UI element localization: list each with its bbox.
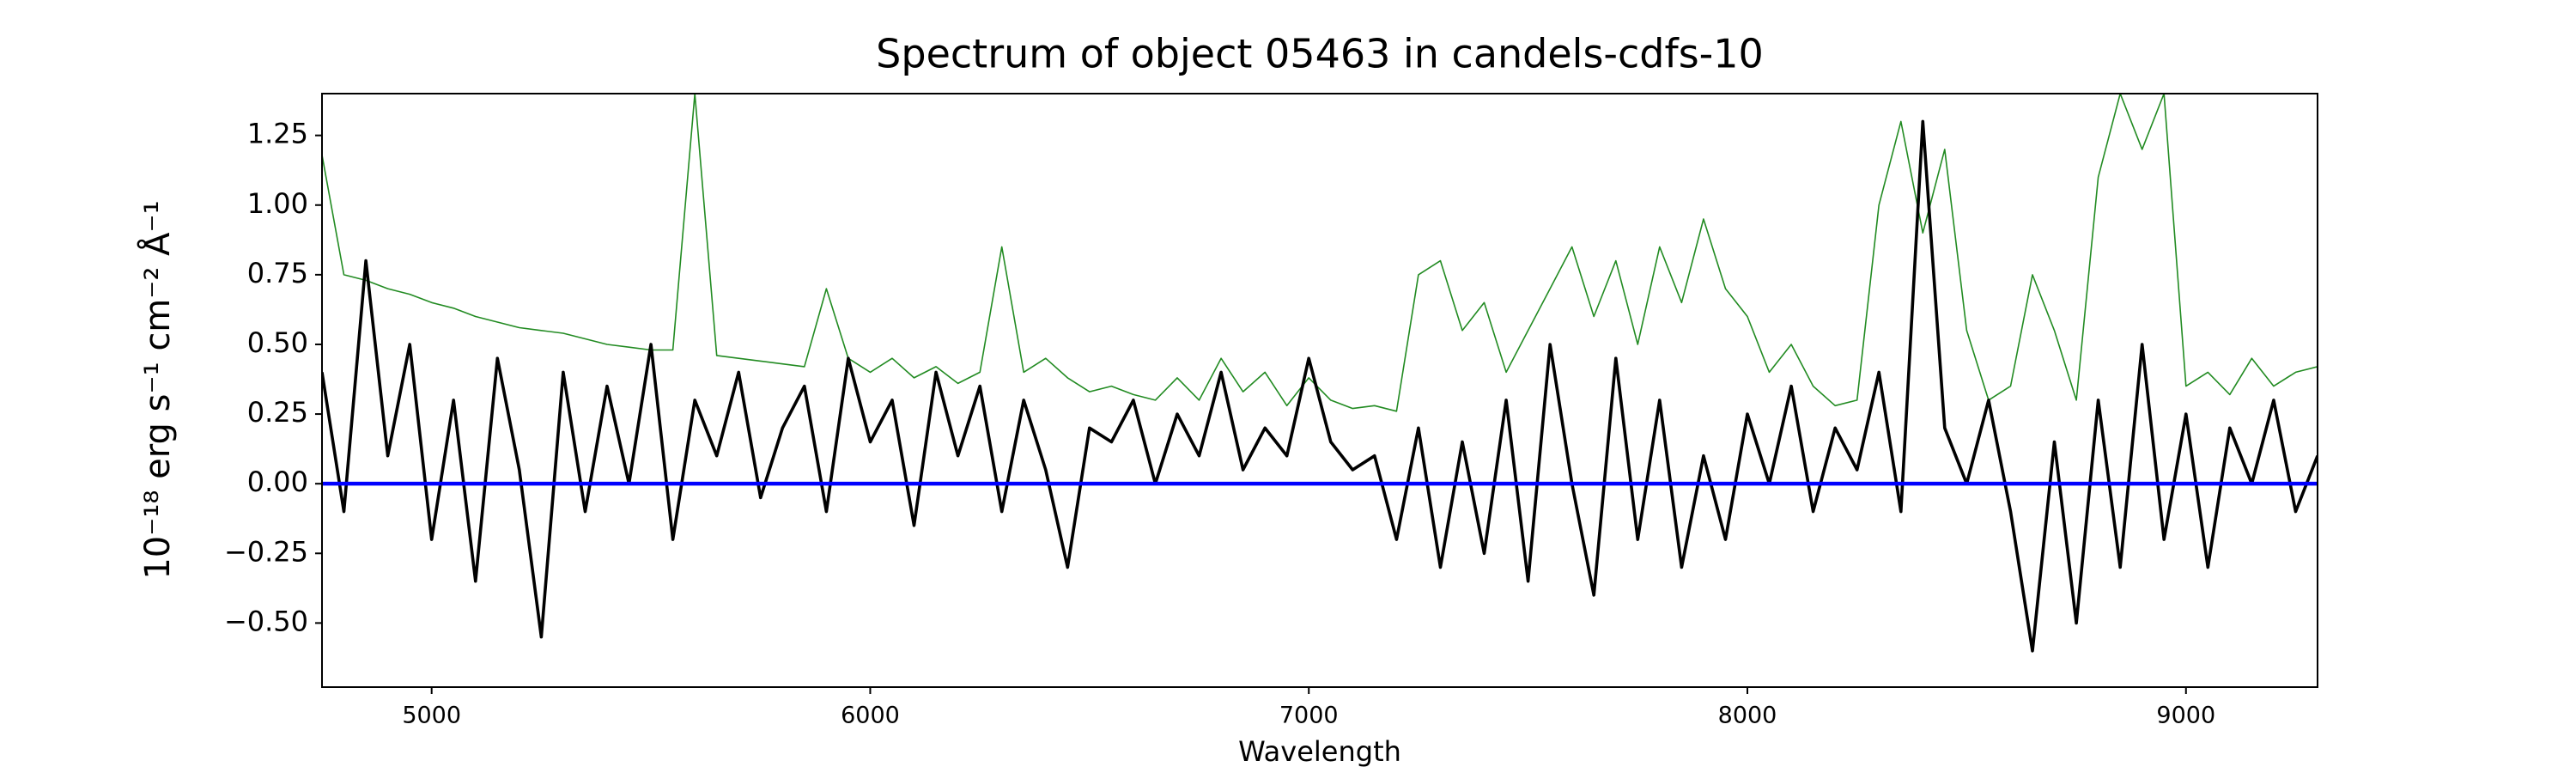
plot-frame <box>321 93 2318 688</box>
y-tick-label: 0.75 <box>247 257 308 289</box>
y-axis-label: 10⁻¹⁸ erg s⁻¹ cm⁻² Å⁻¹ <box>137 200 178 579</box>
x-axis-label: Wavelength <box>1238 735 1401 768</box>
y-tick-label: 0.00 <box>247 466 308 498</box>
x-tick-label: 9000 <box>2156 703 2215 729</box>
y-tick-label: 0.25 <box>247 396 308 429</box>
x-tick-label: 8000 <box>1718 703 1777 729</box>
y-tick-label: 1.25 <box>247 118 308 150</box>
x-tick-label: 6000 <box>841 703 900 729</box>
y-tick-label: −0.50 <box>224 605 308 637</box>
chart-title: Spectrum of object 05463 in candels-cdfs… <box>876 31 1764 77</box>
y-tick-label: 0.50 <box>247 326 308 359</box>
x-tick-label: 5000 <box>402 703 461 729</box>
y-tick-label: −0.25 <box>224 535 308 568</box>
plot-area <box>322 94 2318 653</box>
x-tick-label: 7000 <box>1279 703 1339 729</box>
spectrum-line <box>322 119 2318 653</box>
spectrum-line <box>322 94 2318 412</box>
y-tick-label: 1.00 <box>247 187 308 220</box>
